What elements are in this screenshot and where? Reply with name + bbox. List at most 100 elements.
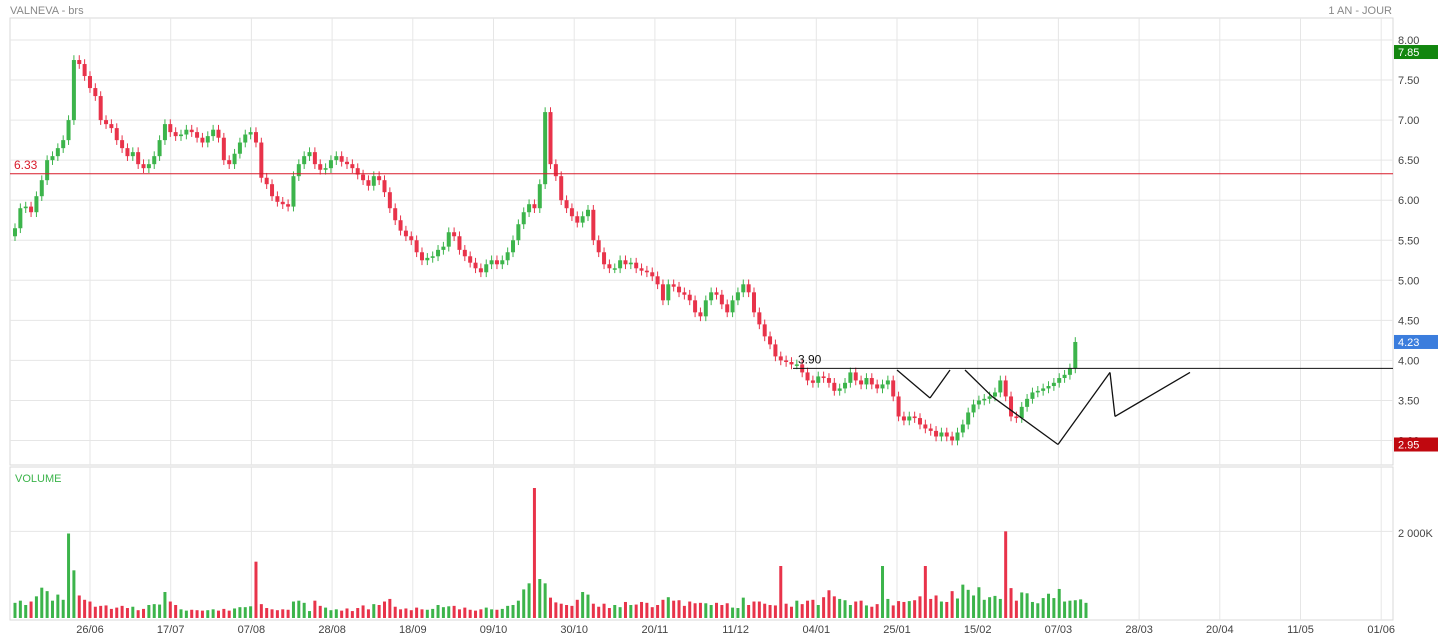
candle-body bbox=[478, 268, 483, 273]
candle-body bbox=[559, 176, 564, 201]
date-tick-label: 11/12 bbox=[722, 624, 749, 636]
candle-body bbox=[939, 432, 944, 437]
candle-body bbox=[270, 184, 275, 197]
candle-body bbox=[387, 192, 392, 209]
volume-bar bbox=[1004, 531, 1008, 618]
volume-bar bbox=[431, 608, 435, 618]
volume-bar bbox=[495, 609, 499, 618]
volume-bar bbox=[275, 610, 279, 618]
candle-body bbox=[339, 156, 344, 162]
candle-body bbox=[848, 372, 853, 383]
candle-body bbox=[184, 129, 189, 135]
candle-body bbox=[869, 378, 874, 385]
candle-body bbox=[569, 208, 574, 217]
volume-bar bbox=[356, 608, 360, 618]
candle-body bbox=[618, 260, 623, 269]
candle-body bbox=[361, 174, 366, 181]
candle-body bbox=[393, 208, 398, 221]
volume-bar bbox=[1084, 602, 1088, 618]
candle-body bbox=[468, 256, 473, 263]
candle-body bbox=[982, 398, 987, 401]
volume-bar bbox=[18, 600, 22, 618]
candle-body bbox=[334, 156, 339, 161]
candle-body bbox=[1062, 374, 1067, 379]
volume-bar bbox=[99, 605, 103, 618]
volume-bar bbox=[800, 604, 804, 618]
volume-bar bbox=[859, 600, 863, 618]
volume-bar bbox=[120, 605, 124, 618]
candle-body bbox=[826, 378, 831, 383]
candle-body bbox=[189, 129, 194, 133]
candle-body bbox=[114, 128, 119, 141]
volume-bar bbox=[618, 607, 622, 618]
candle-body bbox=[714, 292, 719, 295]
volume-bar bbox=[516, 600, 520, 618]
candle-body bbox=[992, 392, 997, 397]
candle-body bbox=[419, 252, 424, 261]
candle-body bbox=[1057, 378, 1062, 383]
candle-body bbox=[125, 148, 130, 157]
volume-bar bbox=[870, 606, 874, 618]
candle-body bbox=[532, 204, 537, 209]
volume-bar bbox=[1041, 598, 1045, 618]
volume-bar bbox=[789, 606, 793, 618]
volume-bar bbox=[1063, 601, 1067, 618]
candle-body bbox=[757, 312, 762, 325]
volume-bar bbox=[72, 570, 76, 618]
candle-body bbox=[725, 304, 730, 313]
volume-bar bbox=[720, 605, 724, 618]
price-tick-label: 6.50 bbox=[1398, 155, 1419, 167]
volume-bar bbox=[822, 597, 826, 618]
candle-body bbox=[741, 284, 746, 293]
volume-bar bbox=[211, 609, 215, 618]
volume-bar bbox=[190, 609, 194, 618]
volume-bar bbox=[763, 603, 767, 618]
candle-body bbox=[655, 276, 660, 285]
volume-bar bbox=[88, 601, 92, 618]
candle-body bbox=[516, 224, 521, 241]
volume-bar bbox=[1073, 600, 1077, 618]
candle-body bbox=[671, 284, 676, 287]
volume-bar bbox=[45, 591, 49, 618]
candle-body bbox=[698, 312, 703, 317]
candle-body bbox=[778, 356, 783, 361]
volume-bar bbox=[923, 566, 927, 618]
candle-body bbox=[104, 120, 109, 125]
volume-bar bbox=[420, 609, 424, 618]
volume-bar bbox=[1036, 603, 1040, 618]
volume-bar bbox=[104, 605, 108, 618]
candle-body bbox=[537, 184, 542, 209]
volume-bar bbox=[591, 603, 595, 618]
price-tick-label: 4.50 bbox=[1398, 315, 1419, 327]
candle-body bbox=[505, 252, 510, 261]
candle-body bbox=[746, 284, 751, 293]
candle-body bbox=[1046, 386, 1051, 389]
candle-body bbox=[77, 60, 82, 65]
volume-bar bbox=[843, 600, 847, 618]
volume-bar bbox=[345, 608, 349, 618]
candle-body bbox=[414, 240, 419, 253]
resistance-label: 6.33 bbox=[14, 158, 38, 172]
candle-body bbox=[462, 249, 467, 257]
candle-body bbox=[580, 216, 585, 223]
volume-bar bbox=[216, 610, 220, 618]
volume-bar bbox=[1014, 600, 1018, 618]
volume-bar bbox=[522, 589, 526, 618]
candle-body bbox=[312, 152, 317, 165]
candle-body bbox=[987, 396, 992, 399]
candle-body bbox=[452, 232, 457, 237]
candle-body bbox=[232, 153, 237, 165]
volume-bar bbox=[361, 605, 365, 618]
candle-body bbox=[677, 286, 682, 293]
date-tick-label: 25/01 bbox=[883, 624, 911, 636]
volume-bar bbox=[382, 601, 386, 618]
volume-bar bbox=[966, 589, 970, 618]
candle-body bbox=[253, 132, 258, 143]
candle-body bbox=[93, 88, 98, 97]
candle-body bbox=[23, 206, 28, 209]
candle-body bbox=[843, 382, 848, 389]
volume-bar bbox=[972, 595, 976, 618]
volume-bar bbox=[752, 601, 756, 618]
candle-body bbox=[152, 156, 157, 165]
candle-body bbox=[1014, 416, 1019, 419]
